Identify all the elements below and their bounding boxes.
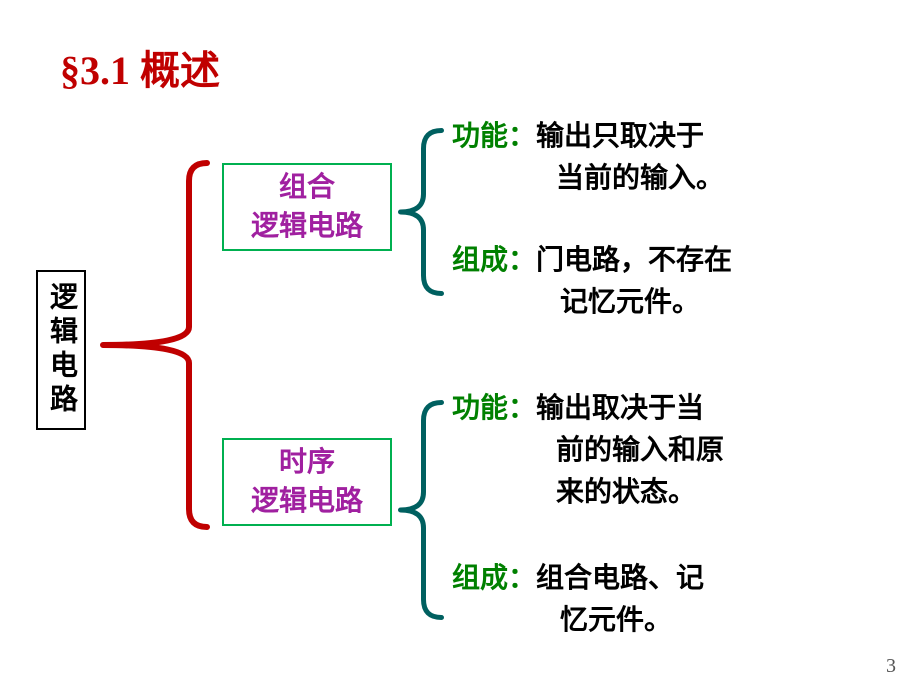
leaf-row: 功能：输出取决于当前的输入和原来的状态。: [452, 388, 900, 514]
leaf-line1: 组成：组合电路、记: [452, 558, 900, 600]
brace-sequential: [398, 400, 444, 620]
leaf-line2: 当前的输入。: [452, 158, 900, 200]
page-number: 3: [886, 655, 896, 678]
leaf-text: 门电路，不存在: [536, 245, 732, 276]
leaf-line1: 组成：门电路，不存在: [452, 240, 900, 282]
leaf-label: 组成：: [452, 563, 536, 594]
root-node-logic-circuit: 逻辑电路: [36, 270, 86, 430]
node-box-sequential: 时序逻辑电路: [222, 438, 392, 526]
leaf-row: 组成：门电路，不存在记忆元件。: [452, 240, 900, 324]
node-label-line2: 逻辑电路: [251, 207, 363, 246]
leaf-text: 输出只取决于: [536, 121, 704, 152]
leaf-row: 功能：输出只取决于当前的输入。: [452, 116, 900, 200]
leaf-line2: 记忆元件。: [452, 282, 900, 324]
leaf-text: 组合电路、记: [536, 563, 704, 594]
leaf-line1: 功能：输出取决于当: [452, 388, 900, 430]
section-title: §3.1 概述: [60, 38, 220, 96]
leaf-line1: 功能：输出只取决于: [452, 116, 900, 158]
leaf-line2: 忆元件。: [452, 600, 900, 642]
leaf-label: 功能：: [452, 121, 536, 152]
leaf-line2: 前的输入和原: [452, 430, 900, 472]
node-box-combinational: 组合逻辑电路: [222, 163, 392, 251]
node-label-line1: 组合: [279, 168, 335, 207]
leaf-label: 功能：: [452, 393, 536, 424]
leaf-label: 组成：: [452, 245, 536, 276]
root-brace: [100, 160, 210, 530]
root-node-label: 逻辑电路: [41, 282, 81, 418]
leaf-row: 组成：组合电路、记忆元件。: [452, 558, 900, 642]
leaf-text: 输出取决于当: [536, 393, 704, 424]
leaf-line3: 来的状态。: [452, 472, 900, 514]
brace-combinational: [398, 128, 444, 296]
node-label-line1: 时序: [279, 443, 335, 482]
node-label-line2: 逻辑电路: [251, 482, 363, 521]
